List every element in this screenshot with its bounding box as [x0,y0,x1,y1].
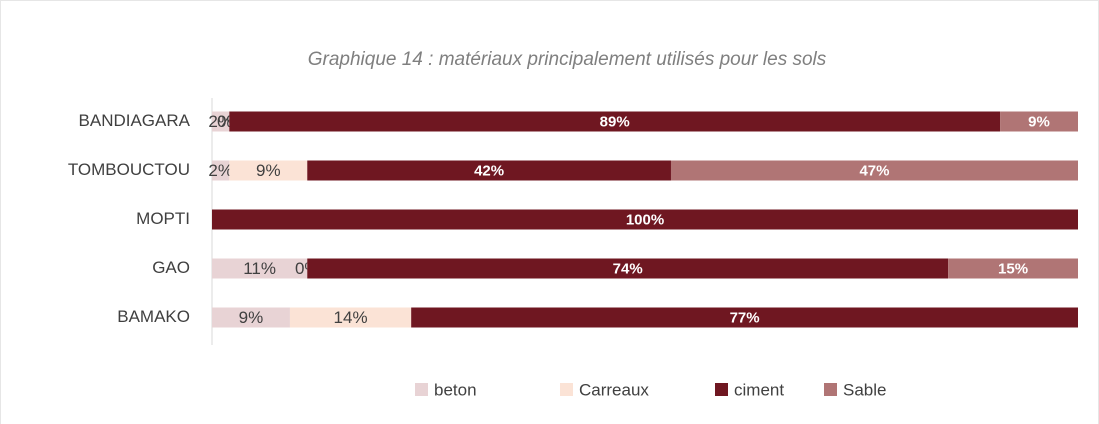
data-label: 47% [859,162,889,179]
bar-segment [289,307,412,328]
y-tick-label: MOPTI [136,209,190,228]
data-label: 9% [256,161,281,180]
data-label: 15% [998,260,1028,277]
bar-segment [670,160,1078,181]
bar-segment [229,160,308,181]
data-label: 77% [730,309,760,326]
data-label: 100% [626,211,664,228]
bar-segment [212,258,308,279]
bar-segment [212,111,230,132]
legend-swatch [415,383,428,396]
data-label: 11% [243,259,276,278]
legend-swatch [560,383,573,396]
legend-swatch [715,383,728,396]
data-label: 74% [613,260,643,277]
y-tick-label: BANDIAGARA [79,111,191,130]
legend-label: Sable [843,380,886,399]
legend-label: ciment [734,380,784,399]
data-label: 2% [208,161,233,180]
data-label: 42% [474,162,504,179]
y-tick-label: BAMAKO [117,307,190,326]
bar-segment [212,307,290,328]
bar-segment [212,209,1078,230]
bar-segment [307,160,671,181]
bar-segment [948,258,1078,279]
y-tick-label: GAO [152,258,190,277]
chart-title: Graphique 14 : matériaux principalement … [308,49,827,70]
bar-segment [1000,111,1078,132]
data-label: 9% [1028,113,1050,130]
legend-label: beton [434,380,477,399]
bar-segment [229,111,1001,132]
data-label: 2% [208,112,233,131]
bar-segment [411,307,1078,328]
bar-segment [212,160,230,181]
data-label: 89% [600,113,630,130]
data-label: 14% [334,308,368,327]
legend-swatch [824,383,837,396]
legend-label: Carreaux [579,380,649,399]
data-label: 9% [239,308,264,327]
y-tick-label: TOMBOUCTOU [68,160,190,179]
bar-segment [307,258,949,279]
